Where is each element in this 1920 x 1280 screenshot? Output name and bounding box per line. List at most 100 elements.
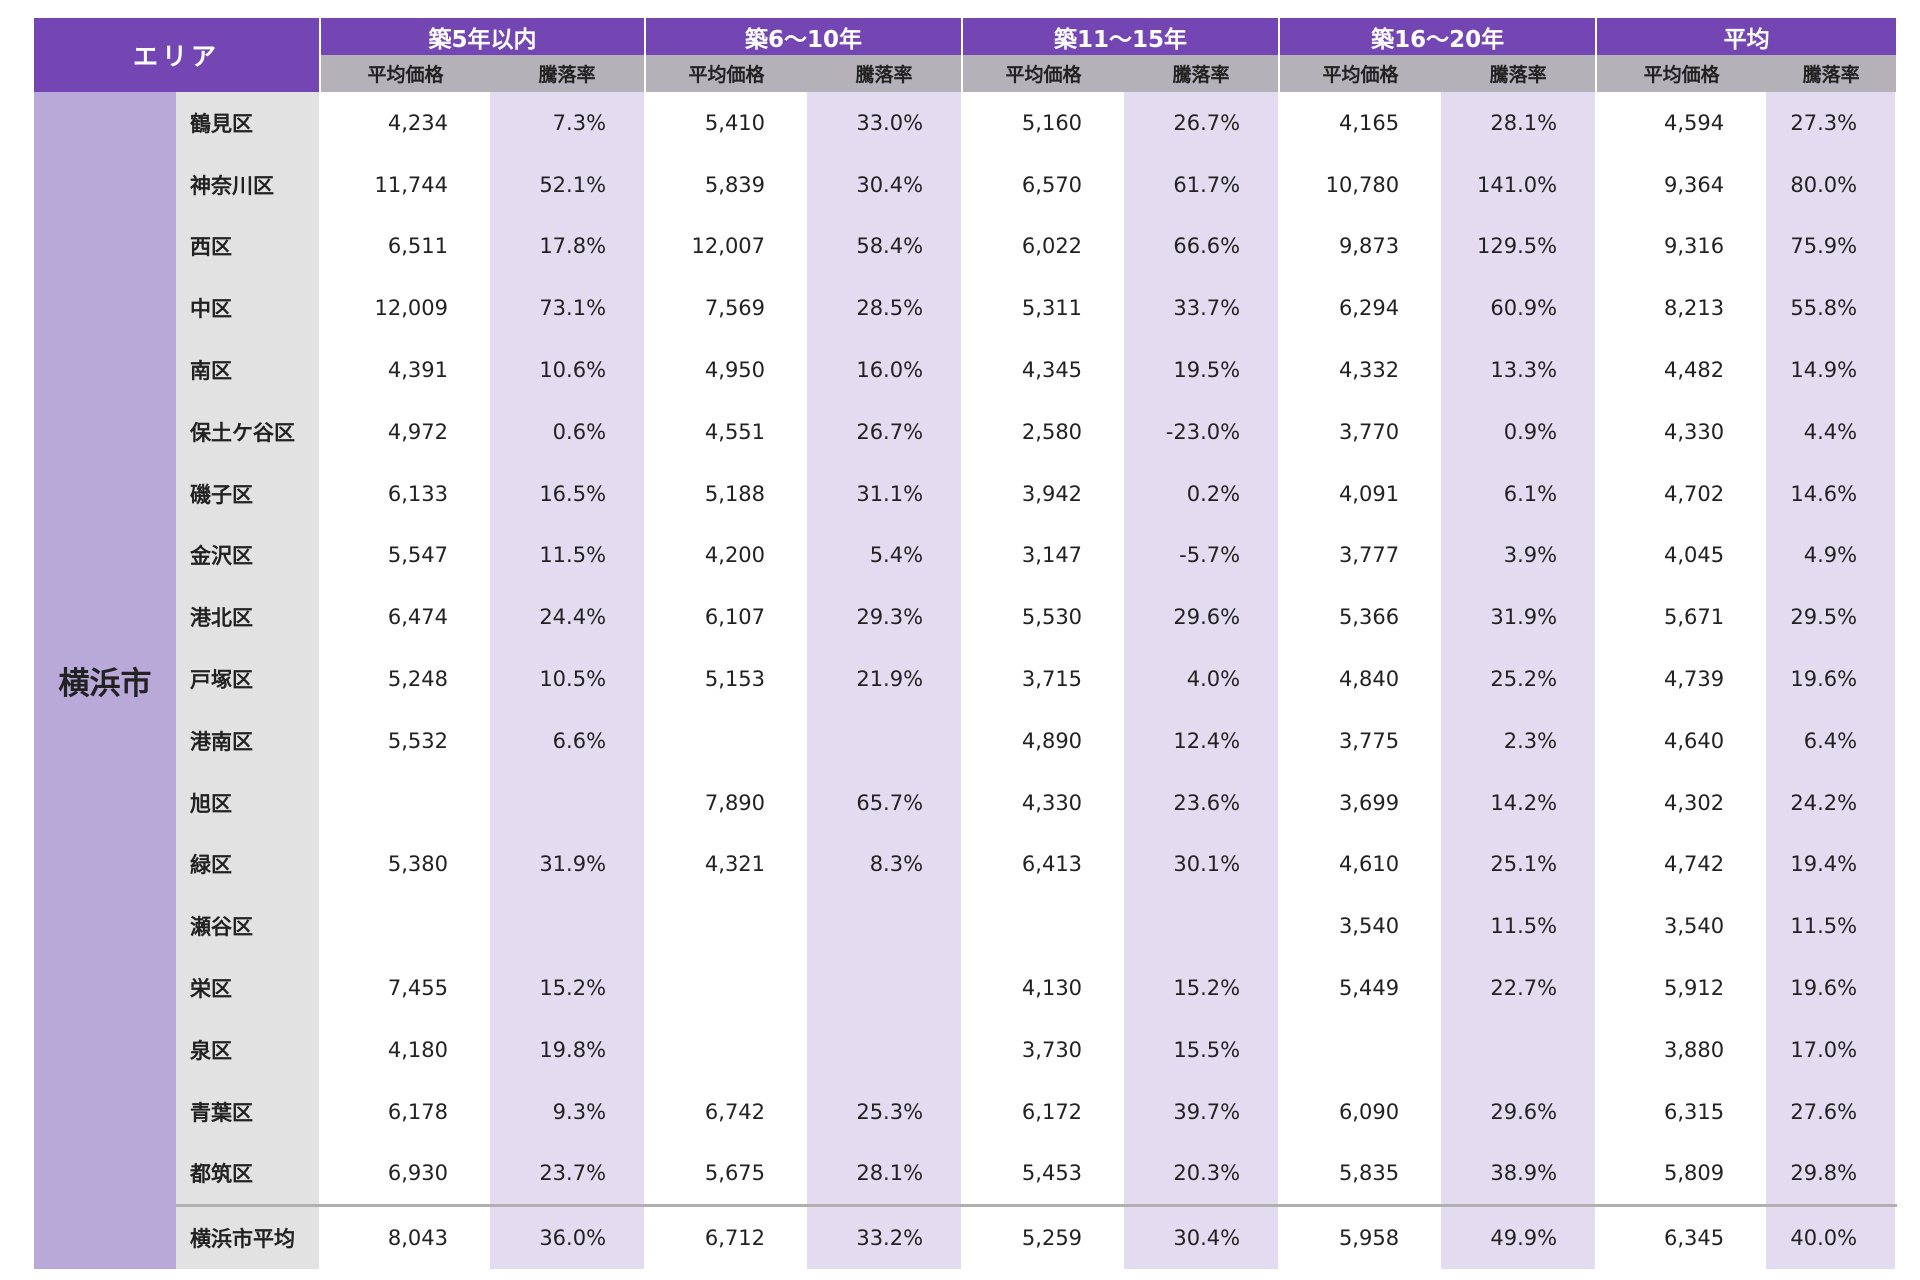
avg-price-cell: 4,130 [961, 957, 1125, 1019]
change-rate-cell: 24.4% [490, 586, 647, 649]
avg-price-cell: 4,594 [1595, 92, 1767, 154]
change-rate-cell: 31.9% [490, 833, 647, 896]
table-row: 港南区 5,532 6.6% 4,890 12.4% 3,775 2.3% 4,640 6.4% [34, 709, 1898, 772]
table-row: 泉区 4,180 19.8% 3,730 15.5% 3,880 17.0% [34, 1018, 1898, 1081]
sub-header-row: 平均価格 騰落率 平均価格 騰落率 平均価格 騰落率 平均価格 騰落率 平均価格 騰落率 [34, 55, 1897, 92]
change-rate-cell: 14.6% [1766, 462, 1898, 525]
avg-price-cell: 6,090 [1278, 1080, 1442, 1143]
change-rate-cell: 19.8% [490, 1018, 647, 1081]
avg-price-cell: 3,730 [961, 1018, 1125, 1081]
change-rate-cell: 49.9% [1441, 1204, 1598, 1270]
avg-price-cell: 6,294 [1278, 277, 1442, 340]
avg-price-cell: 3,540 [1278, 895, 1442, 958]
avg-price-cell: 5,809 [1595, 1142, 1767, 1206]
avg-price-cell: 5,259 [961, 1204, 1125, 1270]
change-rate-cell [807, 1018, 964, 1081]
subheader-change-rate: 騰落率 [490, 55, 646, 92]
change-rate-cell: 11.5% [1441, 895, 1598, 958]
change-rate-cell: 4.9% [1766, 524, 1898, 587]
change-rate-cell: 33.0% [807, 92, 964, 154]
ward-name: 南区 [176, 339, 321, 401]
avg-price-cell: 4,180 [319, 1018, 491, 1081]
ward-name: 金沢区 [176, 524, 321, 587]
avg-price-cell: 3,540 [1595, 895, 1767, 958]
city-label: 横浜市 [34, 92, 176, 1270]
avg-price-cell: 9,364 [1595, 153, 1767, 216]
ward-name: 保土ケ谷区 [176, 400, 321, 463]
avg-price-cell: 4,045 [1595, 524, 1767, 587]
change-rate-cell: 25.2% [1441, 648, 1598, 710]
avg-price-cell: 4,332 [1278, 339, 1442, 401]
change-rate-cell: 36.0% [490, 1204, 647, 1270]
table-row: 戸塚区 5,248 10.5% 5,153 21.9% 3,715 4.0% 4,840 25.… [34, 648, 1898, 710]
change-rate-cell [490, 895, 647, 958]
change-rate-cell: 26.7% [1124, 92, 1281, 154]
change-rate-cell: 52.1% [490, 153, 647, 216]
subheader-avg-price: 平均価格 [319, 55, 491, 92]
avg-price-cell: 9,873 [1278, 215, 1442, 278]
avg-price-cell: 4,234 [319, 92, 491, 154]
subheader-change-rate: 騰落率 [1124, 55, 1280, 92]
ward-name: 瀬谷区 [176, 895, 321, 958]
avg-price-cell: 7,890 [644, 771, 808, 834]
avg-price-cell: 4,321 [644, 833, 808, 896]
change-rate-cell: 6.4% [1766, 709, 1898, 772]
change-rate-cell: 16.0% [807, 339, 964, 401]
change-rate-cell: 58.4% [807, 215, 964, 278]
avg-price-cell: 5,453 [961, 1142, 1125, 1206]
subheader-change-rate: 騰落率 [1766, 55, 1897, 92]
avg-price-cell: 5,671 [1595, 586, 1767, 649]
change-rate-cell: 21.9% [807, 648, 964, 710]
change-rate-cell: 0.9% [1441, 400, 1598, 463]
avg-price-cell: 5,675 [644, 1142, 808, 1206]
avg-price-cell: 4,330 [961, 771, 1125, 834]
avg-price-cell: 5,248 [319, 648, 491, 710]
avg-price-cell: 6,345 [1595, 1204, 1767, 1270]
avg-price-cell [319, 771, 491, 834]
avg-price-cell: 5,153 [644, 648, 808, 710]
ward-name: 磯子区 [176, 462, 321, 525]
avg-price-cell: 5,188 [644, 462, 808, 525]
avg-price-cell [644, 957, 808, 1019]
change-rate-cell: 33.7% [1124, 277, 1281, 340]
avg-price-cell: 11,744 [319, 153, 491, 216]
avg-price-cell: 4,165 [1278, 92, 1442, 154]
avg-price-cell: 5,160 [961, 92, 1125, 154]
avg-price-cell: 3,770 [1278, 400, 1442, 463]
table-row: 南区 4,391 10.6% 4,950 16.0% 4,345 19.5% 4,332 13.… [34, 339, 1898, 401]
change-rate-cell: 5.4% [807, 524, 964, 587]
change-rate-cell: 23.6% [1124, 771, 1281, 834]
avg-price-cell: 6,133 [319, 462, 491, 525]
change-rate-cell: 6.1% [1441, 462, 1598, 525]
avg-price-cell: 6,413 [961, 833, 1125, 896]
ward-name: 港南区 [176, 709, 321, 772]
ward-name: 戸塚区 [176, 648, 321, 710]
avg-price-cell: 3,775 [1278, 709, 1442, 772]
avg-price-cell [961, 895, 1125, 958]
avg-price-cell: 5,912 [1595, 957, 1767, 1019]
change-rate-cell: 11.5% [490, 524, 647, 587]
area-header: エリア [34, 18, 321, 92]
change-rate-cell: 4.0% [1124, 648, 1281, 710]
group-header-average: 平均 [1595, 18, 1897, 55]
avg-price-cell: 10,780 [1278, 153, 1442, 216]
avg-price-cell: 5,958 [1278, 1204, 1442, 1270]
avg-price-cell: 3,699 [1278, 771, 1442, 834]
change-rate-cell: 28.5% [807, 277, 964, 340]
avg-price-cell: 3,147 [961, 524, 1125, 587]
change-rate-cell: 33.2% [807, 1204, 964, 1270]
change-rate-cell: 30.4% [807, 153, 964, 216]
avg-price-cell: 5,366 [1278, 586, 1442, 649]
change-rate-cell: 66.6% [1124, 215, 1281, 278]
change-rate-cell: 0.6% [490, 400, 647, 463]
change-rate-cell [807, 957, 964, 1019]
change-rate-cell: 7.3% [490, 92, 647, 154]
avg-price-cell: 4,330 [1595, 400, 1767, 463]
avg-price-cell: 4,640 [1595, 709, 1767, 772]
table-row: 神奈川区 11,744 52.1% 5,839 30.4% 6,570 61.7% 10,78… [34, 153, 1898, 216]
change-rate-cell: 15.2% [1124, 957, 1281, 1019]
avg-price-cell: 4,950 [644, 339, 808, 401]
avg-price-cell: 6,742 [644, 1080, 808, 1143]
change-rate-cell: 8.3% [807, 833, 964, 896]
table-row: 横浜市 鶴見区 4,234 7.3% 5,410 33.0% 5,160 26.7% 4,165… [34, 92, 1898, 1270]
